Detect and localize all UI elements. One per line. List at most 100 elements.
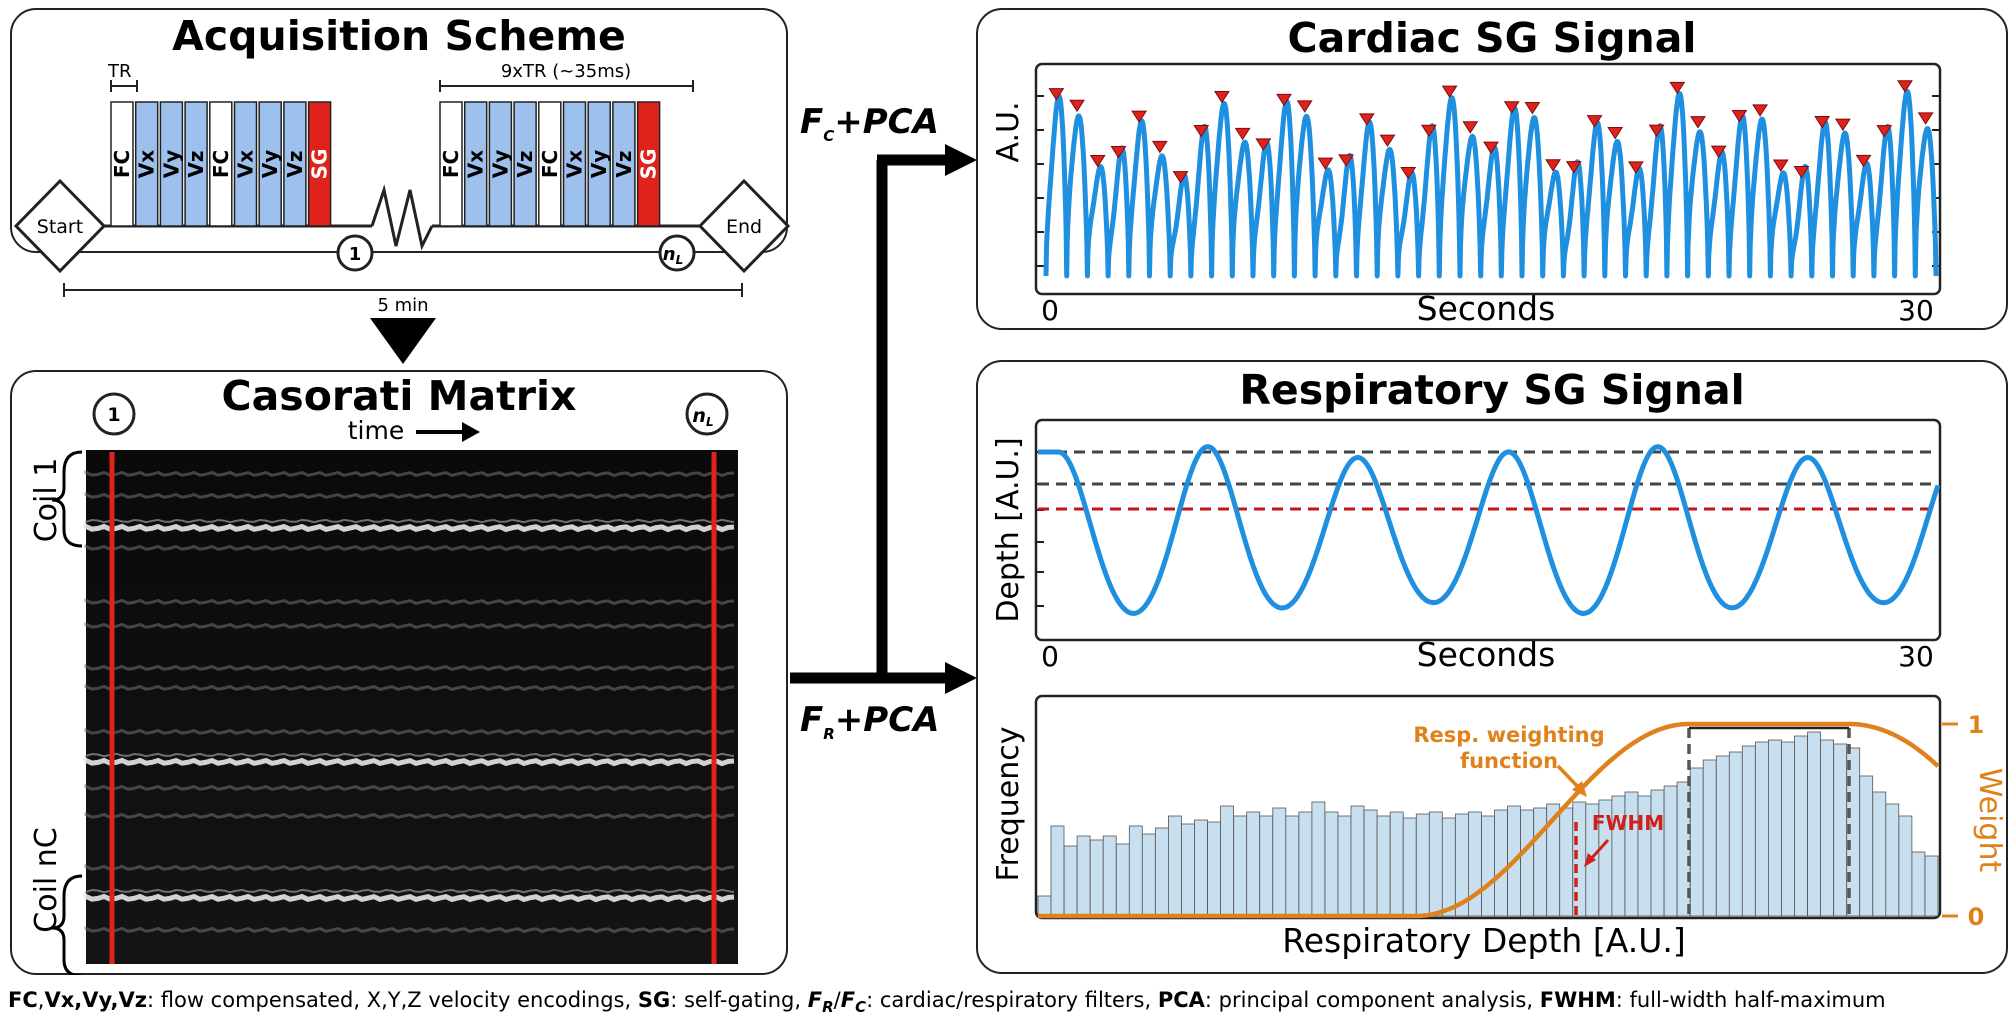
histogram-bar xyxy=(1247,812,1260,916)
histogram-bar xyxy=(1521,810,1534,916)
coil-last-label: Coil nC xyxy=(29,827,64,932)
histogram-bar xyxy=(1038,896,1051,916)
coil-stripe xyxy=(86,760,734,763)
cardiac-filter-label: FC+PCA xyxy=(800,102,939,145)
histogram-bar xyxy=(1286,816,1299,916)
resp-ylabel: Depth [A.U.] xyxy=(991,437,1026,622)
histogram-bar xyxy=(1560,808,1573,916)
histogram-bar xyxy=(1129,826,1142,916)
cardiac-ylabel: A.U. xyxy=(991,101,1026,162)
histogram-bar xyxy=(1221,806,1234,916)
acquisition-scheme-diagram: TR 9xTR (~35ms) FC Vx Vy Vz FC Vx Vy Vz SG FC Vx V… xyxy=(0,0,800,320)
resp-xlabel: Seconds xyxy=(1417,635,1556,674)
histogram-bar xyxy=(1442,818,1455,916)
sequence-block-label: Vz xyxy=(513,150,537,177)
histogram-bar xyxy=(1821,740,1834,916)
histogram-bar xyxy=(1742,746,1755,916)
weight-axis xyxy=(1942,724,1958,916)
sequence-block-label: Vy xyxy=(488,150,512,179)
coil-stripe xyxy=(86,526,734,529)
histogram-bar xyxy=(1168,816,1181,916)
casorati-first-label: 1 xyxy=(107,404,120,426)
histogram-bar xyxy=(1416,814,1429,916)
sequence-block-label: Vx xyxy=(464,150,488,178)
histogram-bar xyxy=(1338,816,1351,916)
block-group-1: FC Vx Vy Vz FC Vx Vy Vz SG xyxy=(110,102,332,226)
sequence-block-label: SG xyxy=(637,149,661,180)
histogram-bar xyxy=(1873,792,1886,916)
histogram-bar xyxy=(1273,808,1286,916)
hist-ylabel: Frequency xyxy=(991,727,1026,882)
histogram-bar xyxy=(1051,826,1064,916)
sequence-block-label: SG xyxy=(308,149,332,180)
sequence-block-label: Vx xyxy=(563,150,587,178)
histogram-bar xyxy=(1429,812,1442,916)
sequence-block-label: Vy xyxy=(159,150,183,179)
histogram-bar xyxy=(1925,856,1938,916)
figure-caption: FC,Vx,Vy,Vz: flow compensated, X,Y,Z vel… xyxy=(8,988,2012,1016)
histogram-bar xyxy=(1090,840,1103,916)
histogram-bar xyxy=(1182,824,1195,916)
histogram-bar xyxy=(1116,844,1129,916)
histogram-bar xyxy=(1729,752,1742,916)
histogram-bar xyxy=(1208,822,1221,916)
sequence-block-label: FC xyxy=(538,150,562,178)
histogram-bar xyxy=(1299,812,1312,916)
histogram-bar xyxy=(1377,816,1390,916)
sequence-block-label: Vx xyxy=(135,150,159,178)
sequence-block-label: Vz xyxy=(612,150,636,177)
resp-filter-label: FR+PCA xyxy=(800,700,939,743)
histogram-bar xyxy=(1716,756,1729,916)
cardiac-xmax: 30 xyxy=(1898,294,1934,327)
tr-label: TR xyxy=(107,61,132,82)
histogram-bar xyxy=(1808,732,1821,916)
histogram-bar xyxy=(1912,852,1925,916)
histogram-bar xyxy=(1064,846,1077,916)
weight-tick-bottom: 0 xyxy=(1968,903,1985,931)
cardiac-xmin: 0 xyxy=(1041,294,1059,327)
histogram-bar xyxy=(1860,776,1873,916)
histogram-bar xyxy=(1077,836,1090,916)
histogram-bar xyxy=(1495,810,1508,916)
hist-xlabel: Respiratory Depth [A.U.] xyxy=(1282,921,1685,960)
histogram-bar xyxy=(1782,742,1795,916)
start-label: Start xyxy=(37,216,83,238)
annotation-line2: function xyxy=(1460,749,1558,773)
histogram-bar xyxy=(1260,816,1273,916)
weight-tick-top: 1 xyxy=(1968,711,1985,739)
sequence-block-label: Vx xyxy=(234,150,258,178)
down-arrow xyxy=(370,318,440,366)
sequence-block-label: FC xyxy=(209,150,233,178)
casorati-matrix-diagram: 1 nL time Coil 1 Coil nC xyxy=(0,370,800,975)
histogram-bar xyxy=(1768,740,1781,916)
histogram-bar xyxy=(1312,802,1325,916)
histogram-bar xyxy=(1899,816,1912,916)
histogram-bar xyxy=(1795,736,1808,916)
histogram-bar xyxy=(1482,816,1495,916)
sequence-block-label: Vz xyxy=(283,150,307,177)
histogram-bar xyxy=(1103,836,1116,916)
weight-label: Weight xyxy=(1972,768,2007,873)
sequence-block-label: Vz xyxy=(184,150,208,177)
filter-arrows xyxy=(780,100,980,720)
cardiac-chart: A.U. 0 Seconds 30 xyxy=(976,8,2008,330)
histogram-bar xyxy=(1234,816,1247,916)
histogram-bar xyxy=(1755,742,1768,916)
histogram-bar xyxy=(1142,834,1155,916)
histogram-bar xyxy=(1364,810,1377,916)
nine-tr-label: 9xTR (~35ms) xyxy=(501,61,631,82)
histogram-bar xyxy=(1155,828,1168,916)
time-label: time xyxy=(348,416,404,445)
histogram-bar xyxy=(1651,790,1664,916)
sequence-block-label: FC xyxy=(439,150,463,178)
end-label: End xyxy=(726,216,762,238)
coil-first-label: Coil 1 xyxy=(29,458,64,543)
sequence-block-label: Vy xyxy=(258,150,282,179)
histogram-bar xyxy=(1690,768,1703,916)
block-group-2: FC Vx Vy Vz FC Vx Vy Vz SG xyxy=(439,102,661,226)
first-step-label: 1 xyxy=(349,244,362,265)
histogram-bar xyxy=(1325,812,1338,916)
histogram-bar xyxy=(1664,786,1677,916)
coil-stripe xyxy=(86,896,734,899)
histogram-bar xyxy=(1195,820,1208,916)
